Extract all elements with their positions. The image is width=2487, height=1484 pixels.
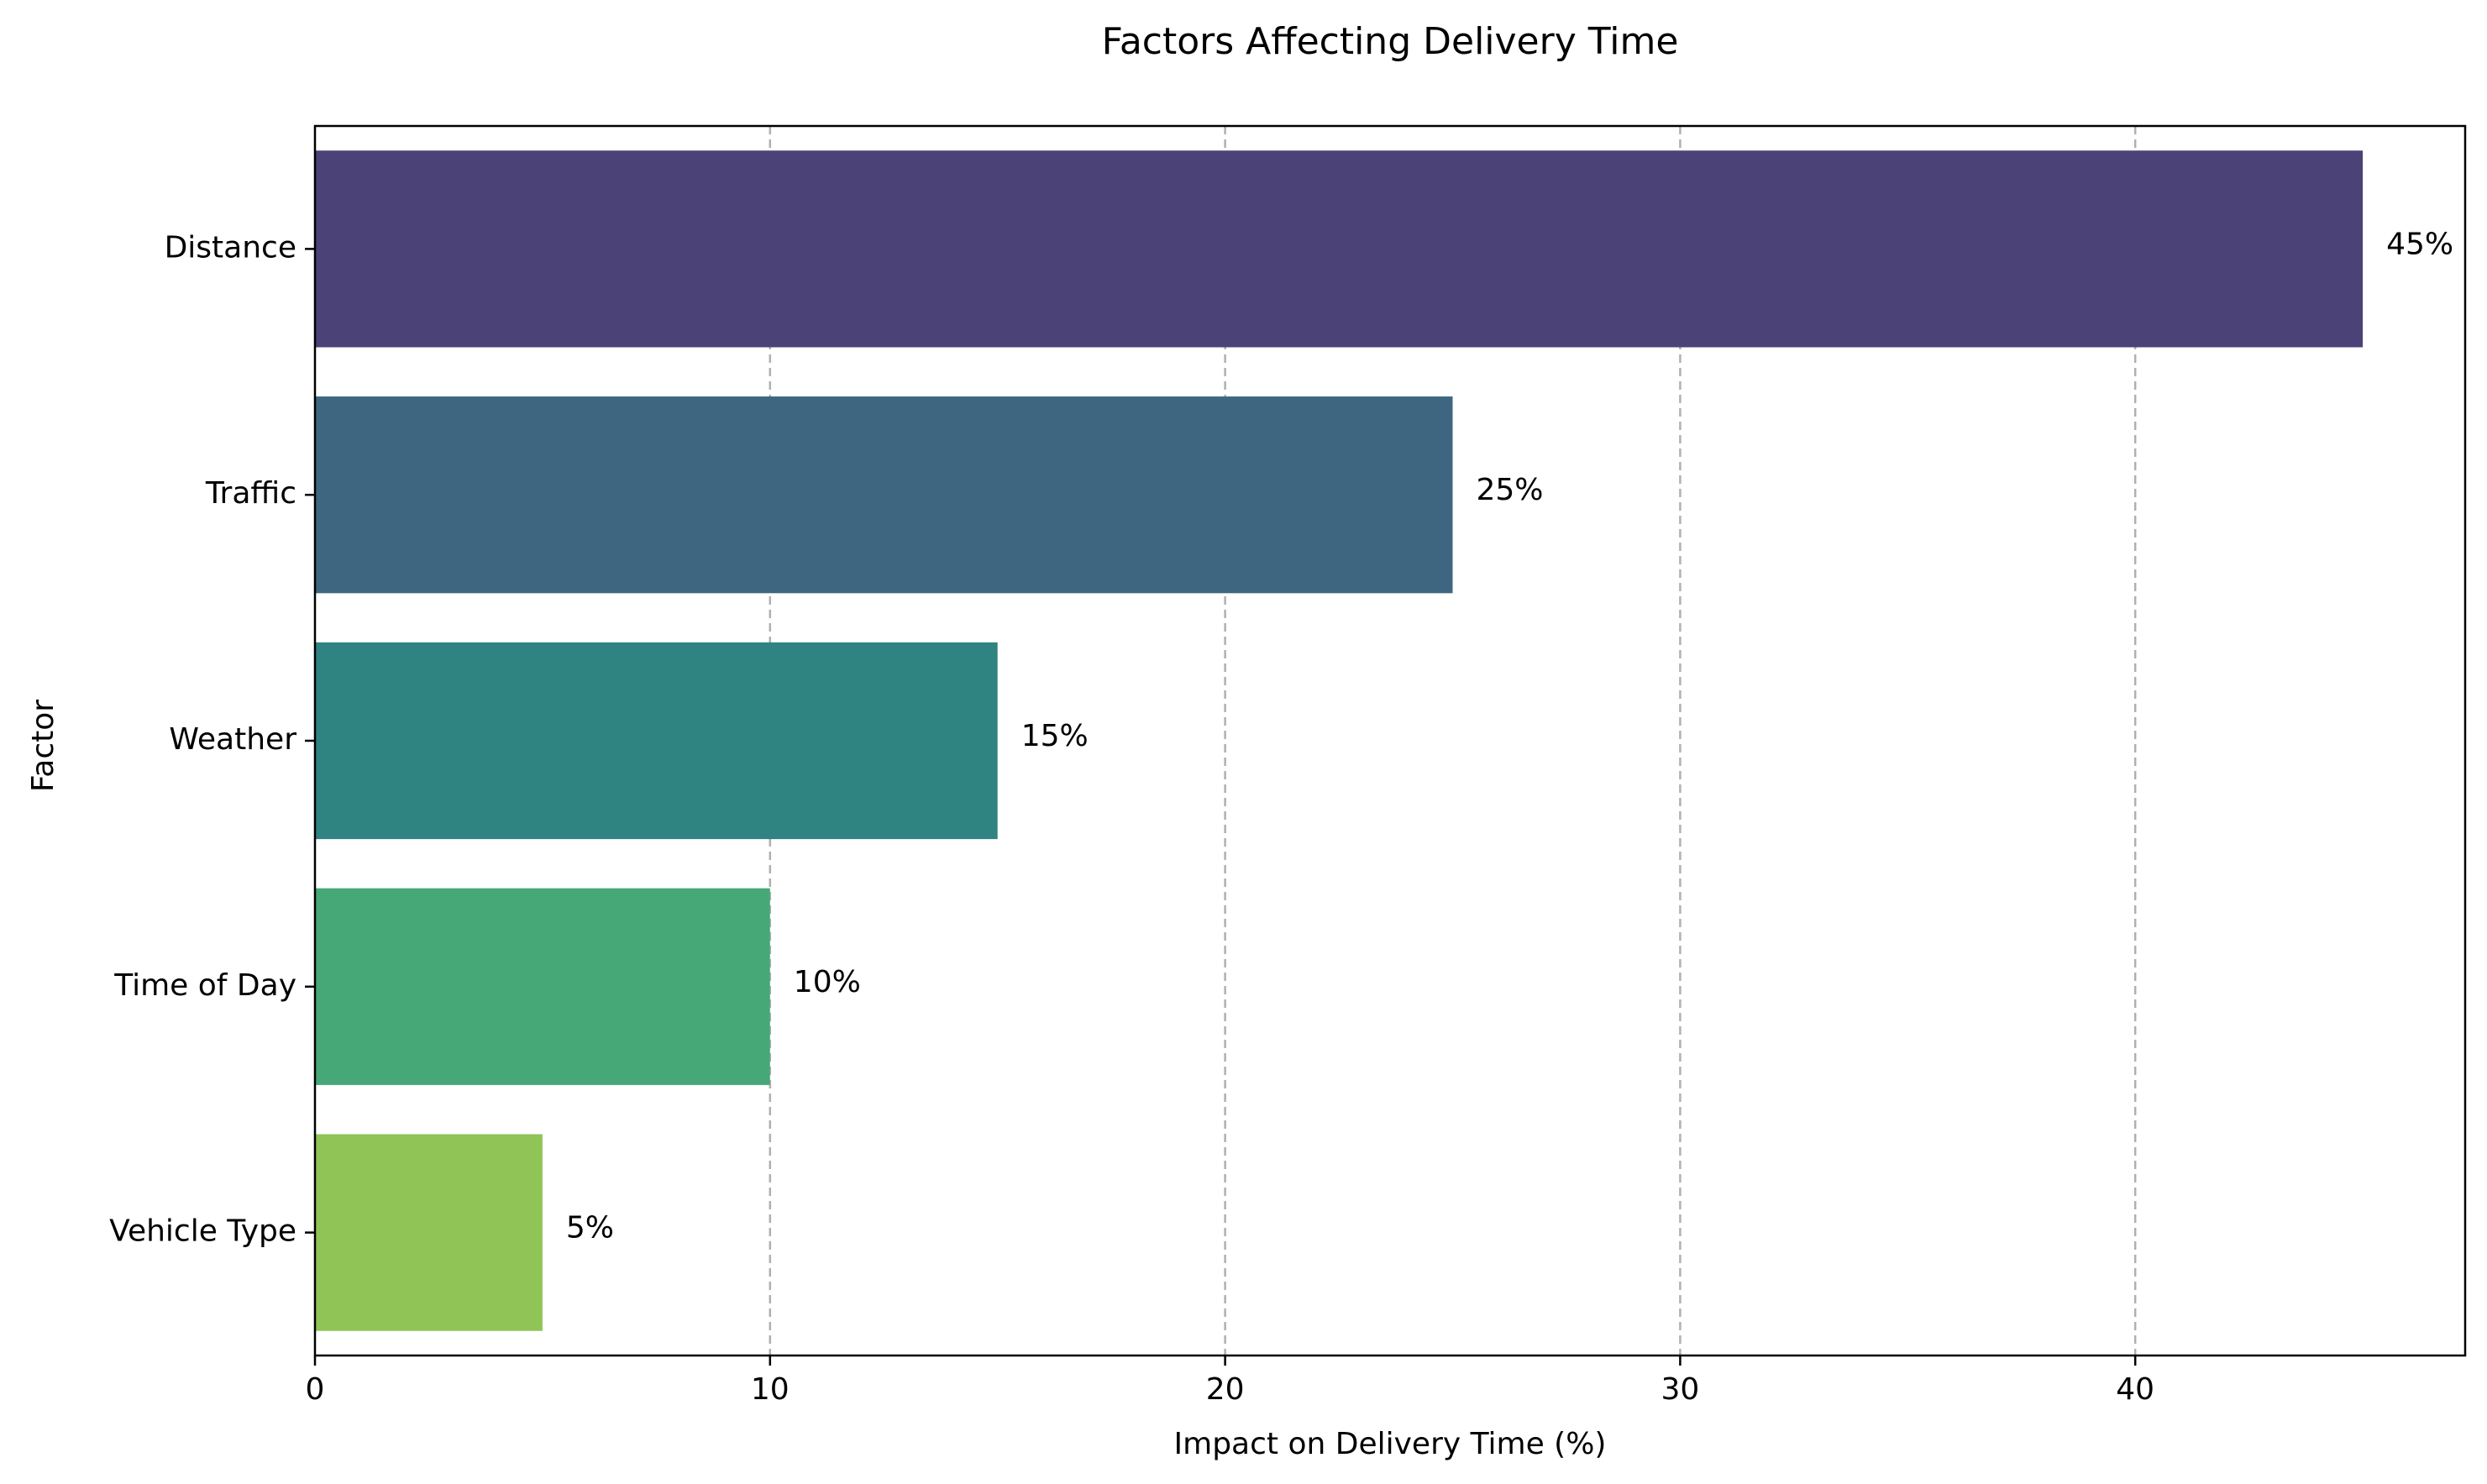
y-tick-label: Weather [169, 722, 296, 757]
bars [315, 150, 2364, 1331]
y-axis-label: Factor [26, 700, 60, 792]
bar-value-label: 25% [1476, 473, 1543, 507]
bar [315, 1134, 543, 1331]
bar [315, 396, 1453, 594]
x-axis: 0 10 20 30 40 [306, 1356, 2154, 1407]
bar [315, 642, 998, 840]
x-tick-label: 30 [1661, 1372, 1699, 1407]
x-axis-label: Impact on Delivery Time (%) [1174, 1427, 1607, 1461]
bar-value-label: 45% [2386, 227, 2453, 261]
bar-value-label: 15% [1021, 719, 1089, 753]
x-tick-label: 0 [306, 1372, 325, 1407]
y-tick-label: Time of Day [113, 968, 296, 1003]
x-tick-label: 10 [751, 1372, 790, 1407]
bar-value-label: 5% [566, 1211, 614, 1245]
y-tick-label: Vehicle Type [109, 1214, 296, 1249]
data-labels: 45% 25% 15% 10% 5% [566, 227, 2453, 1245]
chart-title: Factors Affecting Delivery Time [1102, 20, 1679, 63]
bar-value-label: 10% [794, 965, 861, 999]
bar [315, 150, 2364, 348]
x-tick-label: 20 [1206, 1372, 1245, 1407]
y-tick-label: Distance [165, 230, 296, 265]
y-axis: Distance Traffic Weather Time of Day Vehicle… [109, 230, 315, 1249]
x-tick-label: 40 [2116, 1372, 2154, 1407]
bar [315, 888, 770, 1085]
y-tick-label: Traffic [205, 476, 296, 511]
